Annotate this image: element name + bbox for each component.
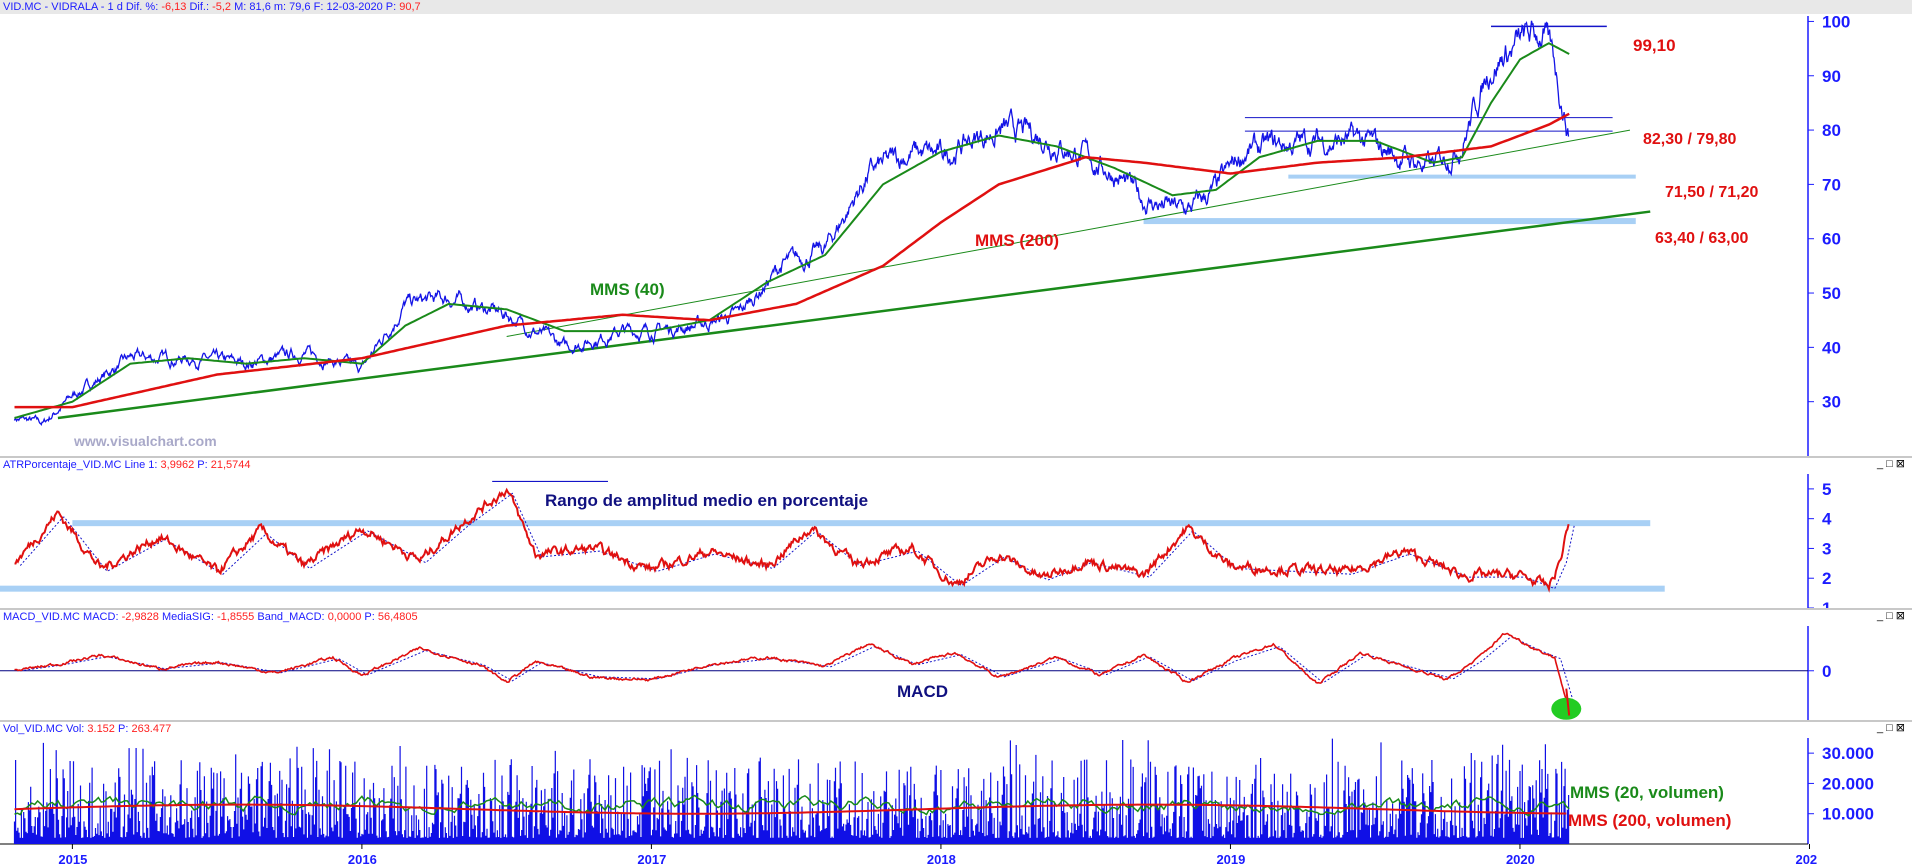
mms200-series-line xyxy=(14,112,1570,409)
x-tick-label: 202 xyxy=(1795,852,1817,867)
vol-header-p: 263.477 xyxy=(131,723,172,735)
header-m: M: 81,6 m: 79,6 F: 12-03-2020 P: xyxy=(234,1,397,13)
panel-separator[interactable] xyxy=(0,720,1912,722)
macd-header-band-label: Band_MACD: xyxy=(257,611,325,623)
volume-bars xyxy=(13,738,1570,844)
long-trend-line xyxy=(57,210,1651,420)
macd-signal-line xyxy=(20,636,1575,706)
volume-mms20-line xyxy=(14,794,1570,817)
macd-panel-header: MACD_VID.MC MACD: -2,9828 MediaSIG: -1,8… xyxy=(0,610,1912,624)
volume-tick-label: 20.000 xyxy=(1822,774,1874,793)
x-tick-label: 2015 xyxy=(58,852,87,867)
atr-upper-band xyxy=(72,520,1651,527)
volume-panel: Vol_VID.MC Vol: 3.152 P: 263.477 _□⊠ 10.… xyxy=(0,722,1912,867)
x-tick-label: 2016 xyxy=(348,852,377,867)
support-band-71 xyxy=(1288,174,1636,179)
macd-panel: MACD_VID.MC MACD: -2,9828 MediaSIG: -1,8… xyxy=(0,610,1912,720)
watermark: www.visualchart.com xyxy=(73,433,217,449)
volume-tick-label: 30.000 xyxy=(1822,744,1874,763)
price-panel: VID.MC - VIDRALA - 1 d Dif. %: -6,13 Dif… xyxy=(0,0,1912,456)
macd-highlight xyxy=(1551,697,1582,720)
level-82-label: 82,30 / 79,80 xyxy=(1643,131,1737,148)
atr-header-prefix: ATRPorcentaje_VID.MC Line 1: xyxy=(3,459,158,471)
macd-header-p-label: P: xyxy=(364,611,375,623)
volume-panel-header: Vol_VID.MC Vol: 3.152 P: 263.477 xyxy=(0,722,1912,736)
header-dif: -5,2 xyxy=(212,1,232,13)
atr-panel: ATRPorcentaje_VID.MC Line 1: 3,9962 P: 2… xyxy=(0,458,1912,608)
x-tick-label: 2017 xyxy=(637,852,666,867)
vol-header-prefix: Vol_VID.MC Vol: xyxy=(3,723,85,735)
atr-chart[interactable]: 1 2 3 4 5 Rango de amplitud medio en porcenta… xyxy=(0,458,1912,608)
support-band-63 xyxy=(1143,218,1636,225)
volume-mms20-label: MMS (20, volumen) xyxy=(1570,783,1724,802)
short-trend-line xyxy=(506,129,1631,337)
header-prefix: VID.MC - VIDRALA - 1 d Dif. %: xyxy=(3,1,159,13)
mms200-label: MMS (200) xyxy=(975,231,1059,250)
x-tick-label: 2020 xyxy=(1506,852,1535,867)
macd-header-p: 56,4805 xyxy=(377,611,418,623)
atr-header-line1: 3,9962 xyxy=(160,459,195,471)
atr-tick-label: 2 xyxy=(1822,569,1831,588)
macd-label: MACD xyxy=(897,682,948,701)
price-tick-label: 100 xyxy=(1822,12,1850,31)
macd-last-drop xyxy=(1565,688,1571,716)
panel-separator[interactable] xyxy=(0,608,1912,610)
header-dif-label: Dif.: xyxy=(189,1,210,13)
price-panel-header: VID.MC - VIDRALA - 1 d Dif. %: -6,13 Dif… xyxy=(0,0,1912,14)
price-tick-label: 30 xyxy=(1822,393,1841,412)
price-tick-label: 90 xyxy=(1822,67,1841,86)
price-tick-label: 80 xyxy=(1822,121,1841,140)
macd-header-band: 0,0000 xyxy=(327,611,362,623)
macd-window-controls[interactable]: _□⊠ xyxy=(1877,610,1908,622)
price-tick-label: 50 xyxy=(1822,284,1841,303)
level-71-label: 71,50 / 71,20 xyxy=(1665,184,1759,201)
price-series-line xyxy=(13,20,1570,427)
atr-header-p: 21,5744 xyxy=(210,459,251,471)
vol-header-vol: 3.152 xyxy=(87,723,115,735)
mms40-label: MMS (40) xyxy=(590,280,665,299)
price-tick-label: 70 xyxy=(1822,175,1841,194)
price-chart[interactable]: 30 40 50 60 70 80 90 100 MMS (40) MMS (200) 99,10 8… xyxy=(0,0,1912,456)
macd-header-sig: -1,8555 xyxy=(216,611,255,623)
macd-header-prefix: MACD_VID.MC MACD: xyxy=(3,611,119,623)
atr-header-p-label: P: xyxy=(197,459,208,471)
atr-lower-band xyxy=(0,585,1665,592)
x-tick-label: 2018 xyxy=(927,852,956,867)
header-dif-pct: -6,13 xyxy=(161,1,187,13)
atr-tick-label: 5 xyxy=(1822,480,1831,499)
volume-mms200-label: MMS (200, volumen) xyxy=(1568,811,1731,830)
atr-tick-label: 3 xyxy=(1822,539,1831,558)
x-tick-label: 2019 xyxy=(1216,852,1245,867)
header-p: 90,7 xyxy=(399,1,421,13)
atr-series-line xyxy=(14,487,1570,593)
level-99-label: 99,10 xyxy=(1633,36,1676,55)
macd-tick-label: 0 xyxy=(1822,662,1831,681)
price-tick-label: 60 xyxy=(1822,230,1841,249)
volume-chart[interactable]: 10.000 20.000 30.000 MMS (20, volumen) MMS (… xyxy=(0,722,1912,867)
mms40-series-line xyxy=(14,42,1570,419)
macd-header-macd: -2,9828 xyxy=(121,611,159,623)
volume-window-controls[interactable]: _□⊠ xyxy=(1877,722,1908,734)
panel-separator[interactable] xyxy=(0,456,1912,458)
macd-chart[interactable]: 0 MACD xyxy=(0,610,1912,720)
macd-series-line xyxy=(14,632,1570,708)
vol-header-p-label: P: xyxy=(117,723,129,735)
atr-tick-label: 1 xyxy=(1822,599,1831,608)
macd-header-sig-label: MediaSIG: xyxy=(161,611,214,623)
atr-panel-header: ATRPorcentaje_VID.MC Line 1: 3,9962 P: 2… xyxy=(0,458,1912,472)
price-tick-label: 40 xyxy=(1822,338,1841,357)
volume-mms200-line xyxy=(14,803,1567,815)
atr-window-controls[interactable]: _□⊠ xyxy=(1877,458,1908,470)
atr-tick-label: 4 xyxy=(1822,510,1832,529)
level-63-label: 63,40 / 63,00 xyxy=(1655,230,1749,247)
atr-label: Rango de amplitud medio en porcentaje xyxy=(545,491,868,510)
volume-tick-label: 10.000 xyxy=(1822,805,1874,824)
